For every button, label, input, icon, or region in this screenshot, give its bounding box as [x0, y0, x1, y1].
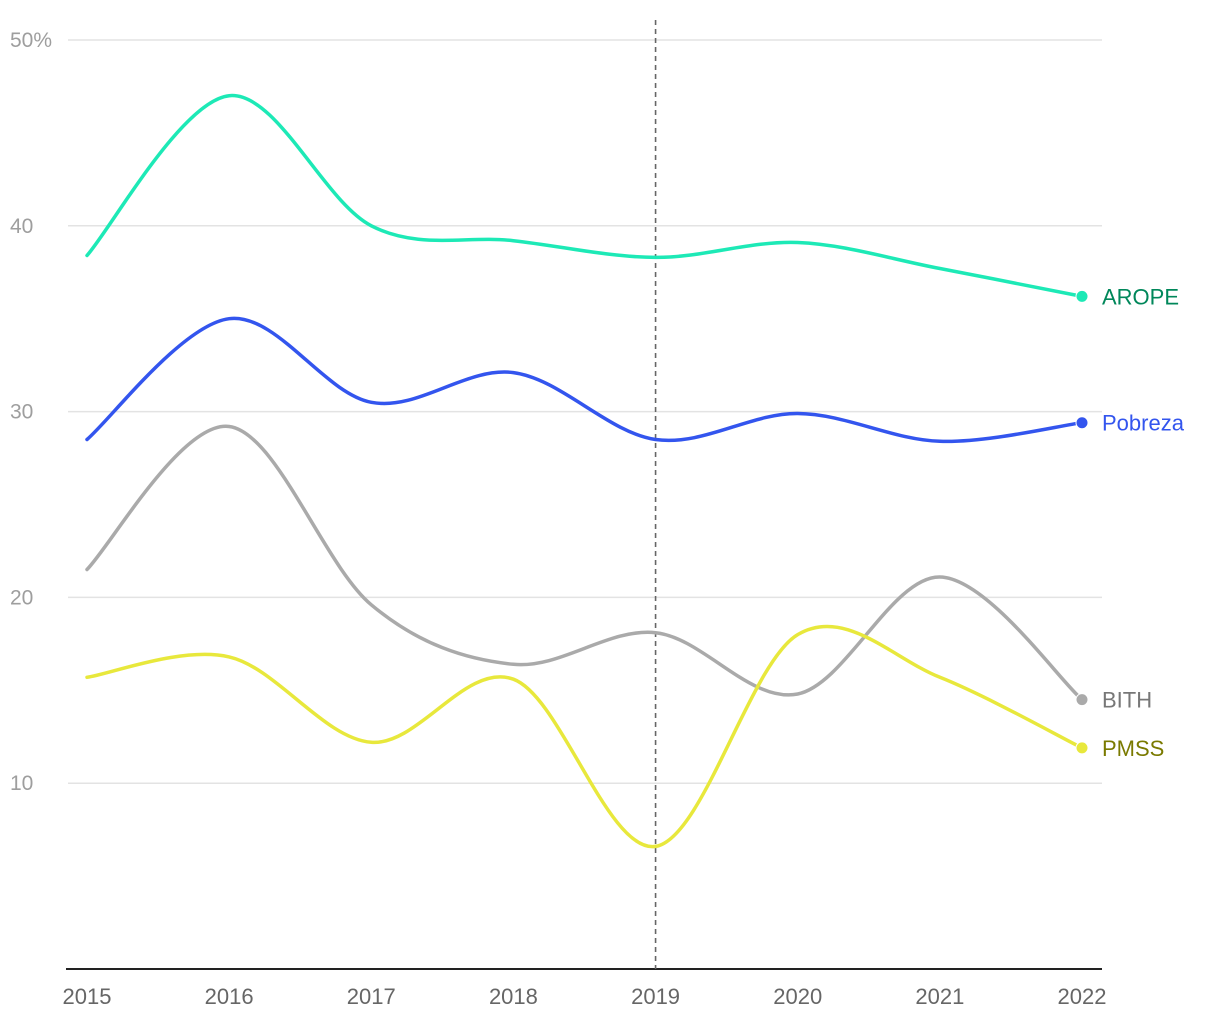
y-tick-label: 10 [10, 772, 33, 795]
series-arope: AROPE [85, 93, 1179, 309]
y-tick-label: 30 [10, 401, 33, 424]
y-axis-tick-labels: 10 20 30 40 50% [10, 29, 52, 795]
series-line-pmss [85, 624, 1084, 849]
end-point-arope [1075, 289, 1089, 303]
x-tick-label: 2017 [347, 984, 396, 1009]
series-label-pobreza: Pobreza [1102, 411, 1185, 436]
x-axis-tick-labels: 2015 2016 2017 2018 2019 2020 2021 2022 [63, 984, 1107, 1009]
series-pobreza: Pobreza [85, 316, 1185, 444]
y-tick-label: 20 [10, 586, 33, 609]
series-lines: AROPE Pobreza BITH PMSS [85, 93, 1185, 849]
series-label-bith: BITH [1102, 688, 1152, 713]
series-line-pobreza [85, 316, 1084, 444]
series-label-pmss: PMSS [1102, 736, 1164, 761]
y-tick-label: 50% [10, 29, 52, 52]
end-point-pmss [1075, 741, 1089, 755]
x-tick-label: 2018 [489, 984, 538, 1009]
gridlines [68, 39, 1102, 784]
end-point-bith [1075, 693, 1089, 707]
series-line-arope [85, 93, 1084, 299]
x-tick-label: 2020 [773, 984, 822, 1009]
end-point-pobreza [1075, 416, 1089, 430]
y-tick-label: 40 [10, 215, 33, 238]
x-tick-label: 2021 [915, 984, 964, 1009]
x-tick-label: 2019 [631, 984, 680, 1009]
series-pmss: PMSS [85, 624, 1164, 849]
x-tick-label: 2022 [1058, 984, 1107, 1009]
x-tick-label: 2016 [205, 984, 254, 1009]
x-tick-label: 2015 [63, 984, 112, 1009]
series-bith: BITH [85, 424, 1152, 713]
series-line-bith [85, 424, 1084, 702]
series-label-arope: AROPE [1102, 284, 1179, 309]
